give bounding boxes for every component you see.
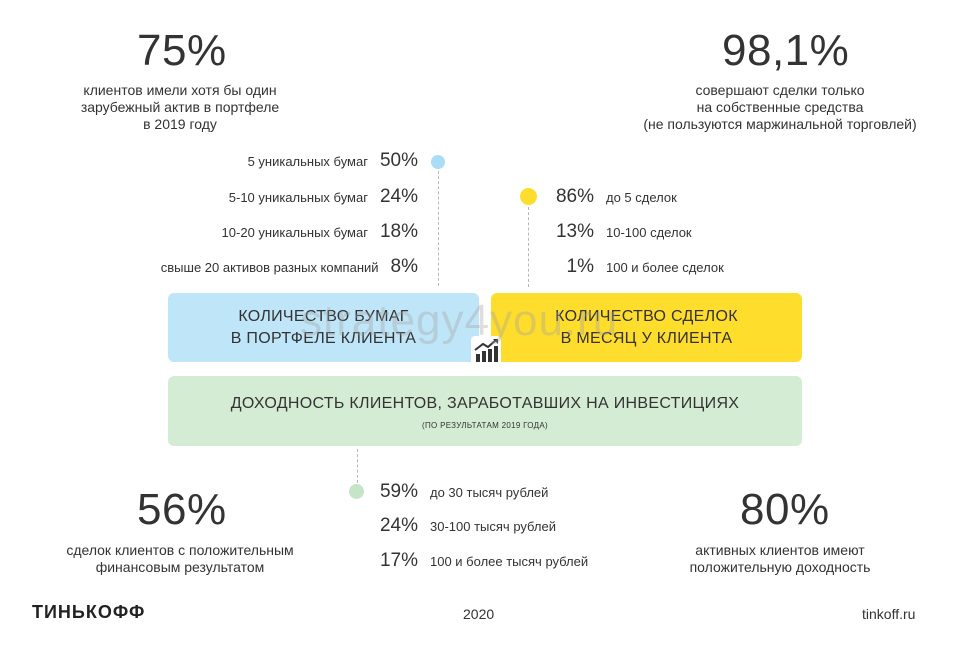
- income-box-subtitle: (ПО РЕЗУЛЬТАТАМ 2019 ГОДА): [422, 420, 548, 430]
- income-pct: 59%: [379, 481, 418, 502]
- stat-positive-deals-value: 56%: [137, 485, 227, 534]
- papers-pct: 24%: [379, 186, 418, 207]
- papers-label: 5 уникальных бумаг: [247, 153, 368, 169]
- income-connector-line: [357, 449, 358, 483]
- green-marker-dot: [349, 484, 364, 499]
- papers-label: 10-20 уникальных бумаг: [221, 224, 368, 240]
- income-pct: 24%: [379, 515, 418, 536]
- income-row: 17% 100 и более тысяч рублей: [372, 550, 588, 572]
- yellow-marker-dot: [520, 188, 537, 205]
- papers-connector-line: [438, 171, 439, 286]
- blue-marker-dot: [431, 155, 445, 169]
- income-box-title: ДОХОДНОСТЬ КЛИЕНТОВ, ЗАРАБОТАВШИХ НА ИНВ…: [230, 394, 740, 412]
- income-row: 24% 30-100 тысяч рублей: [372, 515, 556, 537]
- footer-year: 2020: [463, 606, 495, 622]
- income-label: 100 и более тысяч рублей: [430, 553, 589, 569]
- income-box: ДОХОДНОСТЬ КЛИЕНТОВ, ЗАРАБОТАВШИХ НА ИНВ…: [168, 376, 802, 446]
- deals-row: 1% 100 и более сделок: [548, 256, 724, 278]
- deals-pct: 1%: [566, 256, 594, 277]
- deals-per-month-box: КОЛИЧЕСТВО СДЕЛОК В МЕСЯЦ У КЛИЕНТА: [491, 293, 802, 362]
- deals-box-line1: КОЛИЧЕСТВО СДЕЛОК: [555, 307, 738, 325]
- stat-own-funds-value: 98,1%: [722, 26, 850, 75]
- growth-chart-icon: [471, 336, 501, 366]
- brand-logo: ТИНЬКОФФ: [32, 602, 146, 622]
- papers-box-line2: В ПОРТФЕЛЕ КЛИЕНТА: [230, 329, 417, 347]
- deals-row: 86% до 5 сделок: [548, 186, 677, 208]
- stat-foreign-assets-value: 75%: [137, 26, 227, 75]
- papers-label: свыше 20 активов разных компаний: [160, 259, 379, 275]
- stat-positive-return-value: 80%: [740, 485, 830, 534]
- footer-site-link[interactable]: tinkoff.ru: [862, 606, 916, 622]
- papers-label: 5-10 уникальных бумаг: [228, 189, 368, 205]
- income-pct: 17%: [379, 550, 418, 571]
- deals-connector-line: [528, 207, 529, 287]
- papers-in-portfolio-box: КОЛИЧЕСТВО БУМАГ В ПОРТФЕЛЕ КЛИЕНТА: [168, 293, 479, 362]
- income-row: 59% до 30 тысяч рублей: [372, 481, 548, 503]
- deals-label: до 5 сделок: [606, 189, 677, 205]
- deals-pct: 13%: [555, 221, 594, 242]
- papers-pct: 18%: [379, 221, 418, 242]
- papers-box-line1: КОЛИЧЕСТВО БУМАГ: [238, 307, 409, 325]
- deals-label: 100 и более сделок: [606, 259, 724, 275]
- papers-pct: 50%: [379, 150, 418, 171]
- papers-pct: 8%: [390, 256, 418, 277]
- papers-row: 5-10 уникальных бумаг 24%: [229, 186, 418, 208]
- income-label: 30-100 тысяч рублей: [430, 518, 556, 534]
- papers-row: 10-20 уникальных бумаг 18%: [222, 221, 418, 243]
- papers-row: 5 уникальных бумаг 50%: [248, 150, 418, 172]
- stat-positive-deals-caption: сделок клиентов с положительным финансов…: [66, 542, 294, 575]
- stat-own-funds-caption: совершают сделки только на собственные с…: [643, 82, 917, 132]
- deals-label: 10-100 сделок: [606, 224, 692, 240]
- papers-row: свыше 20 активов разных компаний 8%: [161, 256, 418, 278]
- deals-pct: 86%: [555, 186, 594, 207]
- deals-row: 13% 10-100 сделок: [548, 221, 692, 243]
- income-label: до 30 тысяч рублей: [430, 484, 549, 500]
- stat-foreign-assets-caption: клиентов имели хотя бы один зарубежный а…: [80, 82, 280, 132]
- stat-positive-return-caption: активных клиентов имеют положительную до…: [689, 542, 871, 575]
- deals-box-line2: В МЕСЯЦ У КЛИЕНТА: [560, 329, 733, 347]
